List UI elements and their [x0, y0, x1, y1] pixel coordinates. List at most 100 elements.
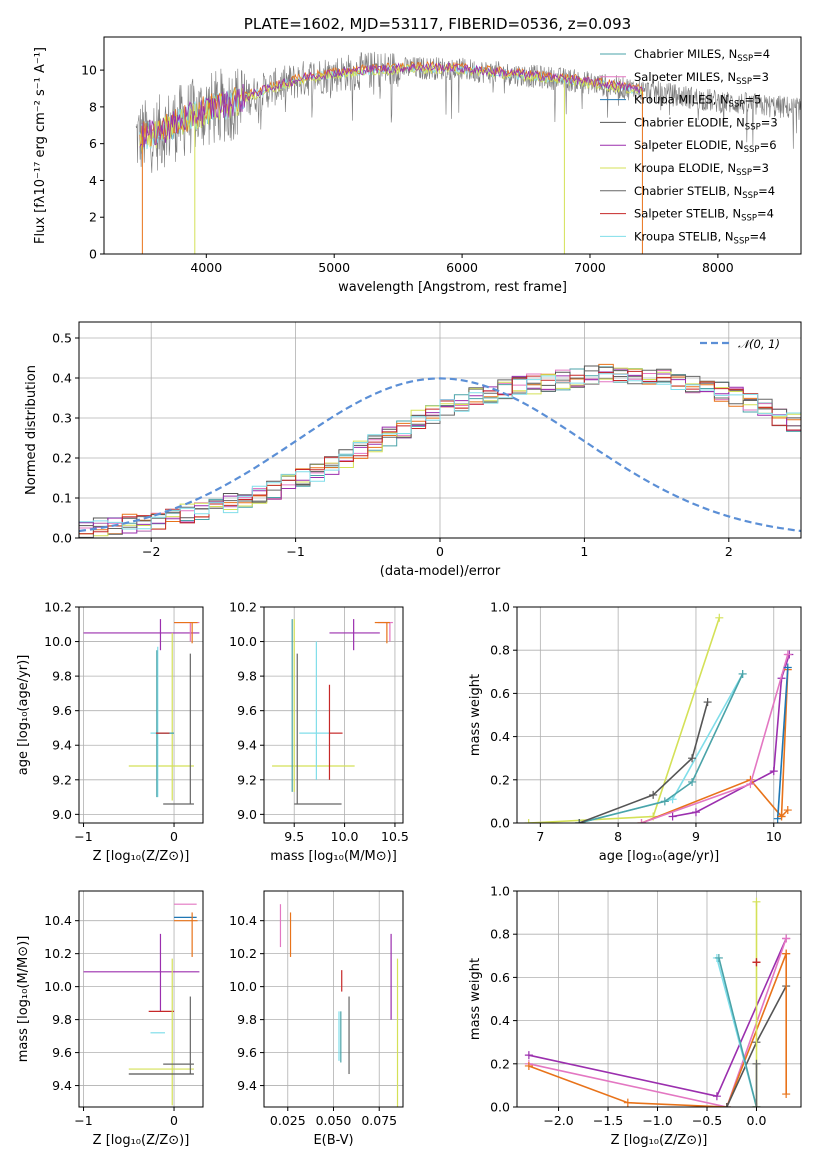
weight-marker	[715, 613, 724, 622]
legend-label: Chabrier MILES, NSSP=4	[634, 47, 770, 64]
y-tick-label: 0.6	[490, 686, 510, 701]
axes-frame	[103, 36, 802, 255]
y-axis-label: mass weight	[468, 958, 483, 1040]
x-tick-label: −2.0	[543, 1113, 573, 1128]
x-tick-label: −1.0	[642, 1113, 672, 1128]
weight-line	[718, 957, 758, 1107]
legend-nssp: =6	[760, 138, 777, 152]
weight-marker	[782, 949, 791, 958]
x-tick-label: 7000	[574, 260, 606, 275]
weight-marker	[688, 754, 697, 763]
legend-subscript: SSP	[737, 54, 753, 64]
weight-marker	[777, 812, 786, 821]
weight-marker	[752, 958, 761, 967]
weight-marker	[691, 808, 700, 817]
x-tick-label: 0.050	[316, 1113, 352, 1128]
weight-line	[780, 809, 789, 818]
legend-text: Chabrier STELIB, N	[634, 184, 742, 198]
legend-subscript: SSP	[745, 122, 761, 132]
axes-frame	[263, 890, 404, 1108]
x-tick-label: −1	[286, 544, 304, 559]
y-tick-label: 9.8	[237, 1012, 257, 1027]
legend-text: Kroupa MILES, N	[634, 93, 729, 107]
y-tick-label: 9.8	[52, 1012, 72, 1027]
weight-marker	[783, 806, 792, 815]
axes-frame	[516, 606, 802, 824]
weight-line	[528, 938, 787, 1107]
y-tick-label: 10.2	[44, 600, 72, 615]
x-tick-label: 9.5	[284, 829, 304, 844]
x-tick-label: 6000	[446, 260, 478, 275]
legend-subscript: SSP	[744, 145, 760, 155]
legend-text: Kroupa STELIB, N	[634, 229, 734, 243]
legend-nssp: =4	[749, 229, 766, 243]
y-tick-label: 0.4	[490, 729, 510, 744]
legend-label: Kroupa STELIB, NSSP=4	[634, 229, 766, 246]
y-tick-label: 9.0	[237, 807, 257, 822]
weight-marker	[752, 897, 761, 906]
x-tick-label: −1	[74, 1113, 92, 1128]
y-tick-label: 0.4	[52, 371, 72, 386]
legend-subscript: SSP	[734, 236, 750, 246]
axes-frame	[263, 606, 404, 824]
y-tick-label: 0.0	[490, 816, 510, 831]
legend: 𝒩(0, 1)	[700, 337, 780, 351]
y-tick-label: 9.2	[237, 772, 257, 787]
weight-marker	[637, 819, 646, 823]
weight-marker	[714, 953, 723, 962]
x-tick-label: −1	[74, 829, 92, 844]
chart-age-vs-Z: −1 0 9.0 9.2 9.4 9.6 9.8 10.0 10.2 Z [log₁₀(Z/Z⊙)…	[16, 600, 204, 864]
weight-marker	[660, 797, 669, 806]
legend-text: Kroupa ELODIE, N	[634, 161, 736, 175]
weight-marker	[703, 698, 712, 707]
legend-label: Chabrier STELIB, NSSP=4	[634, 184, 775, 201]
weight-line	[776, 667, 789, 819]
y-tick-label: 0.3	[52, 411, 72, 426]
y-tick-label: 10.2	[44, 946, 72, 961]
legend-label: Kroupa MILES, NSSP=5	[634, 93, 761, 110]
axes-frame	[516, 890, 802, 1108]
plot-area	[79, 891, 203, 1107]
y-tick-label: 9.4	[52, 1078, 72, 1093]
chart-mass-vs-Z: −1 0 9.4 9.6 9.8 10.0 10.2 10.4 Z [log₁₀(Z/Z⊙)] m…	[16, 890, 204, 1148]
chart-weight-vs-age: 7 8 9 10 0.0 0.2 0.4 0.6 0.8 1.0 age [log₁₀(age/yr…	[468, 600, 802, 864]
x-tick-label: −0.5	[692, 1113, 722, 1128]
legend-nssp: =3	[752, 161, 769, 175]
y-tick-label: 9.6	[237, 703, 257, 718]
y-tick-label: 0.0	[52, 531, 72, 546]
x-axis-label: wavelength [Angstrom, rest frame]	[338, 280, 567, 295]
y-tick-label: 10.2	[229, 946, 257, 961]
y-tick-label: 0.5	[52, 331, 72, 346]
legend-text: Salpeter MILES, N	[634, 70, 736, 84]
weight-marker	[738, 669, 747, 678]
y-tick-label: 10.0	[44, 979, 72, 994]
y-tick-label: 4	[89, 173, 97, 188]
y-tick-label: 9.4	[237, 1078, 257, 1093]
weight-marker	[783, 650, 792, 659]
y-tick-label: 10	[81, 63, 97, 78]
y-tick-label: 0.4	[490, 1013, 510, 1028]
x-tick-label: −2	[142, 544, 160, 559]
x-tick-label: 0.075	[361, 1113, 397, 1128]
histogram-kroupa-stelib	[79, 373, 801, 530]
weight-marker	[712, 1092, 721, 1101]
weight-marker	[782, 1090, 791, 1099]
x-tick-label: 0	[436, 544, 444, 559]
weight-marker	[524, 1051, 533, 1060]
y-axis-label: age [log₁₀(age/yr)]	[16, 655, 31, 776]
y-tick-label: 10.0	[229, 979, 257, 994]
legend-subscript: SSP	[729, 100, 745, 110]
x-tick-label: 9	[692, 829, 700, 844]
x-tick-label: 4000	[190, 260, 222, 275]
legend-nssp: =5	[744, 93, 761, 107]
plot-area	[135, 51, 801, 254]
x-tick-label: −1.5	[593, 1113, 623, 1128]
legend-label: 𝒩(0, 1)	[738, 337, 780, 351]
y-tick-label: 6	[89, 136, 97, 151]
axes-frame	[78, 890, 204, 1108]
weight-marker	[524, 819, 533, 823]
legend-label: Kroupa ELODIE, NSSP=3	[634, 161, 769, 178]
y-tick-label: 0.8	[490, 643, 510, 658]
plot-area	[517, 607, 801, 823]
x-tick-label: 7	[536, 829, 544, 844]
